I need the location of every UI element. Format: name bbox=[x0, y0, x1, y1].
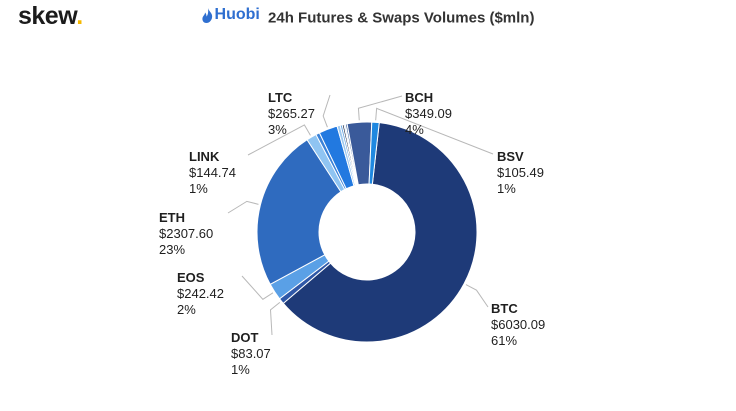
leader-ltc bbox=[322, 94, 331, 128]
label-pct-bch: 4% bbox=[405, 122, 424, 137]
leader-eth bbox=[227, 200, 259, 214]
brand-dot: . bbox=[76, 2, 83, 30]
label-pct-link: 1% bbox=[189, 181, 208, 196]
huobi-logo: Huobi bbox=[201, 6, 260, 24]
slice-eth[interactable] bbox=[256, 139, 342, 285]
leader-lines bbox=[227, 94, 494, 336]
leader-eos bbox=[241, 275, 274, 300]
slice-labels: BTC$6030.0961%DOT$83.071%EOS$242.422%ETH… bbox=[159, 90, 545, 377]
label-pct-dot: 1% bbox=[231, 362, 250, 377]
label-name-eth: ETH bbox=[159, 210, 185, 225]
leader-btc bbox=[465, 284, 489, 308]
label-pct-btc: 61% bbox=[491, 333, 517, 348]
slice-btc[interactable] bbox=[282, 122, 478, 343]
label-value-eos: $242.42 bbox=[177, 286, 224, 301]
chart-header: Huobi 24h Futures & Swaps Volumes ($mln) bbox=[0, 6, 736, 27]
label-name-ltc: LTC bbox=[268, 90, 293, 105]
leader-dot bbox=[269, 301, 281, 336]
skew-logo: skew. bbox=[18, 2, 83, 31]
label-pct-eth: 23% bbox=[159, 242, 185, 257]
leader-bch bbox=[357, 95, 403, 121]
huobi-logo-text: Huobi bbox=[214, 6, 260, 23]
label-name-bsv: BSV bbox=[497, 149, 524, 164]
label-value-eth: $2307.60 bbox=[159, 226, 213, 241]
label-name-link: LINK bbox=[189, 149, 220, 164]
label-name-dot: DOT bbox=[231, 330, 259, 345]
label-pct-bsv: 1% bbox=[497, 181, 516, 196]
leader-bsv bbox=[375, 107, 494, 155]
leader-link bbox=[247, 124, 311, 156]
label-pct-eos: 2% bbox=[177, 302, 196, 317]
flame-icon bbox=[201, 7, 212, 23]
slice-bsv[interactable] bbox=[368, 121, 380, 185]
label-value-btc: $6030.09 bbox=[491, 317, 545, 332]
label-value-link: $144.74 bbox=[189, 165, 236, 180]
label-name-bch: BCH bbox=[405, 90, 433, 105]
label-value-bsv: $105.49 bbox=[497, 165, 544, 180]
chart-title: 24h Futures & Swaps Volumes ($mln) bbox=[268, 9, 535, 27]
label-value-ltc: $265.27 bbox=[268, 106, 315, 121]
label-value-dot: $83.07 bbox=[231, 346, 271, 361]
label-name-eos: EOS bbox=[177, 270, 205, 285]
donut-slices bbox=[256, 121, 478, 343]
label-value-bch: $349.09 bbox=[405, 106, 452, 121]
label-name-btc: BTC bbox=[491, 301, 518, 316]
label-pct-ltc: 3% bbox=[268, 122, 287, 137]
brand-text: skew bbox=[18, 2, 77, 30]
